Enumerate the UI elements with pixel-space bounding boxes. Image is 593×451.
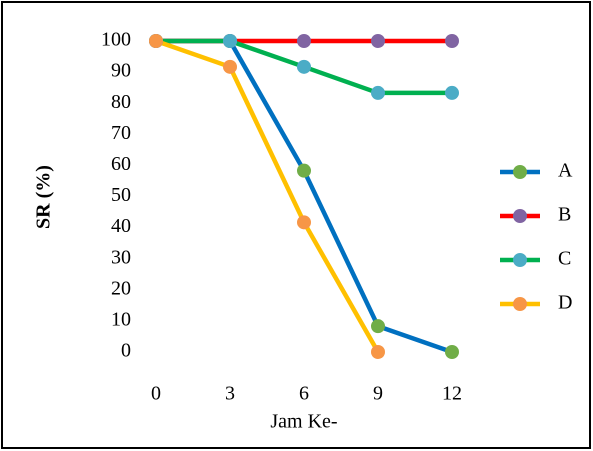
data-point	[223, 59, 237, 74]
data-point	[371, 34, 385, 48]
y-tick-label: 40	[111, 215, 131, 237]
x-tick-label: 3	[225, 383, 235, 405]
legend-label: A	[558, 160, 573, 182]
x-tick-label: 9	[373, 383, 383, 405]
y-tick-label: 30	[111, 246, 131, 268]
data-point	[297, 163, 311, 178]
y-axis-label: SR (%)	[33, 165, 55, 229]
data-point	[445, 85, 459, 100]
y-tick-label: 100	[101, 29, 131, 51]
data-point	[223, 34, 237, 48]
data-point	[445, 345, 459, 359]
y-tick-label: 0	[121, 340, 131, 362]
series-line	[155, 38, 380, 354]
data-point	[297, 59, 311, 74]
legend-label: B	[558, 204, 571, 226]
x-tick-label: 0	[151, 383, 161, 405]
x-axis-label: Jam Ke-	[270, 411, 337, 433]
y-tick-label: 50	[111, 184, 131, 206]
data-point	[297, 34, 311, 48]
y-tick-label: 70	[111, 122, 131, 144]
data-point	[371, 319, 385, 334]
data-point	[371, 85, 385, 100]
y-tick-label: 60	[111, 153, 131, 175]
legend-marker	[513, 165, 527, 179]
data-point	[149, 34, 163, 48]
legend-label: C	[558, 248, 571, 270]
legend-label: D	[558, 292, 572, 314]
y-tick-label: 20	[111, 277, 131, 299]
legend-marker	[513, 209, 527, 223]
data-point	[445, 34, 459, 48]
data-point	[371, 345, 385, 359]
x-tick-label: 12	[442, 383, 462, 405]
y-tick-label: 10	[111, 308, 131, 330]
legend-marker	[513, 297, 527, 311]
data-point	[297, 215, 311, 230]
x-tick-label: 6	[299, 383, 309, 405]
y-tick-label: 80	[111, 91, 131, 113]
legend-marker	[513, 253, 527, 267]
y-tick-label: 90	[111, 60, 131, 82]
